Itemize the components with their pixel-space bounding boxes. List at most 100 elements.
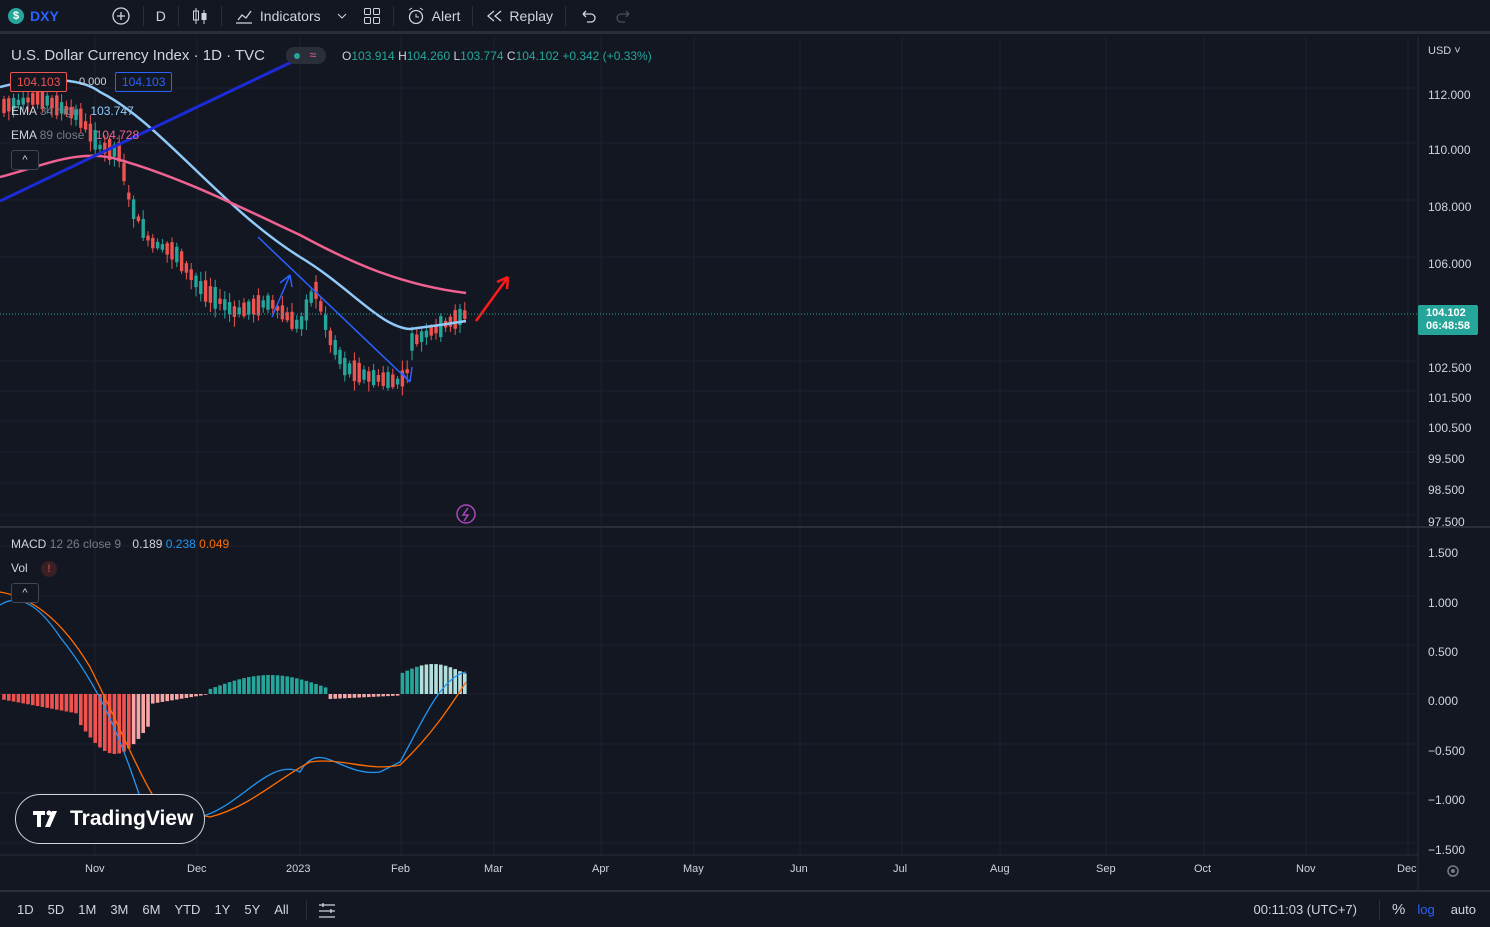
candle — [74, 110, 78, 120]
macd-histogram-bar — [170, 694, 174, 701]
macd-histogram-bar — [314, 683, 318, 694]
macd-params: 12 26 close 9 — [49, 537, 122, 551]
trendline[interactable] — [257, 236, 411, 383]
time-axis-label: Mar — [484, 863, 503, 875]
divider — [305, 899, 307, 920]
settings-gear-icon[interactable] — [1447, 865, 1459, 877]
sell-button[interactable]: 104.103 — [10, 72, 68, 92]
range-button-1d[interactable]: 1D — [17, 902, 34, 917]
vol-legend[interactable]: Vol ! — [11, 561, 58, 577]
alert-button[interactable]: Alert — [398, 0, 469, 33]
chart-canvas[interactable] — [0, 37, 1490, 890]
buy-button[interactable]: 104.103 — [115, 72, 173, 92]
arrow-up-icon[interactable] — [271, 274, 293, 318]
replay-button[interactable]: Replay — [477, 0, 561, 33]
symbol-title[interactable]: U.S. Dollar Currency Index · 1D · TVC — [11, 47, 265, 64]
chart-area[interactable]: USD ˅ 112.000 110.000 108.000 106.000 102.50… — [0, 37, 1490, 890]
chart-type-button[interactable] — [183, 0, 217, 33]
candle — [160, 244, 165, 250]
candle — [50, 97, 54, 109]
candle — [424, 330, 429, 338]
macd-histogram-bar — [184, 694, 189, 698]
range-button-6m[interactable]: 6M — [142, 902, 161, 917]
price-axis-label: 112.000 — [1428, 88, 1471, 102]
collapse-pane-button[interactable]: ^ — [11, 583, 39, 603]
macd-histogram-bar — [391, 694, 395, 696]
currency-selector[interactable]: USD ˅ — [1428, 45, 1461, 57]
log-toggle[interactable]: log — [1417, 902, 1442, 917]
ema89-params: 89 close — [39, 128, 85, 142]
macd-legend[interactable]: MACD 12 26 close 9 0.189 0.238 0.049 — [11, 537, 229, 551]
collapse-legend-button[interactable]: ^ — [11, 150, 39, 170]
macd-histogram-bar — [415, 666, 419, 694]
candle — [146, 235, 150, 241]
trendline[interactable] — [0, 56, 301, 203]
arrow-up-right-icon[interactable] — [474, 276, 510, 322]
layout-button[interactable] — [355, 0, 389, 33]
interval-button[interactable]: D — [148, 0, 174, 33]
range-button-all[interactable]: All — [274, 902, 289, 917]
macd-histogram-bar — [290, 677, 294, 694]
timezone-clock[interactable]: 00:11:03 (UTC+7) — [1254, 902, 1379, 917]
auto-toggle[interactable]: auto — [1443, 902, 1490, 917]
candle — [357, 362, 361, 383]
time-axis-label: Dec — [187, 863, 207, 875]
compare-button[interactable] — [103, 0, 139, 33]
candle — [285, 312, 289, 321]
undo-button[interactable] — [570, 0, 606, 33]
date-range-button[interactable] — [317, 901, 337, 919]
macd-histogram-bar — [74, 694, 78, 714]
warning-icon[interactable]: ! — [41, 561, 58, 577]
range-button-ytd[interactable]: YTD — [174, 902, 201, 917]
tradingview-logo[interactable]: TradingView — [15, 794, 205, 844]
macd-histogram-bar — [266, 675, 270, 694]
divider — [220, 5, 222, 26]
price-axis-label: 102.500 — [1428, 361, 1472, 375]
range-button-3m[interactable]: 3M — [110, 902, 129, 917]
macd-histogram-bar — [117, 694, 121, 754]
range-button-1m[interactable]: 1M — [78, 902, 97, 917]
range-button-5d[interactable]: 5D — [47, 902, 65, 917]
candle — [299, 316, 304, 330]
range-button-1y[interactable]: 1Y — [214, 902, 231, 917]
candle — [271, 300, 275, 309]
macd-histogram-bar — [410, 668, 414, 694]
candle — [232, 306, 237, 317]
ema34-line[interactable] — [0, 78, 467, 331]
candle — [395, 378, 400, 385]
macd-histogram-bar — [295, 678, 299, 694]
ema89-legend[interactable]: EMA 89 close 104.728 — [11, 128, 139, 142]
ema89-line[interactable] — [0, 154, 467, 295]
indicators-dropdown[interactable] — [329, 0, 355, 33]
high-label: H — [398, 49, 407, 63]
bar-countdown: 06:48:58 — [1426, 320, 1471, 332]
candle — [463, 310, 467, 319]
redo-button[interactable] — [606, 0, 642, 33]
candle — [367, 371, 371, 382]
percent-toggle[interactable]: % — [1380, 901, 1417, 918]
indicators-button[interactable]: Indicators — [226, 0, 329, 33]
alert-label: Alert — [431, 7, 461, 24]
candle — [242, 302, 246, 317]
candle — [347, 363, 352, 375]
macd-histogram-bar — [208, 688, 213, 694]
macd-histogram-bar — [424, 664, 429, 694]
candle — [410, 333, 414, 351]
macd-histogram-bar — [242, 678, 246, 694]
macd-histogram-bar — [50, 694, 54, 709]
candle — [93, 130, 97, 150]
macd-histogram-bar — [429, 664, 433, 694]
events-lightning-icon[interactable] — [456, 504, 476, 524]
market-status-badge[interactable]: ≈ — [286, 47, 326, 64]
macd-histogram-bar — [194, 694, 198, 697]
interval-label: D — [155, 7, 166, 24]
open-value: 103.914 — [351, 49, 395, 63]
symbol-search[interactable]: $ DXY — [0, 0, 67, 33]
macd-histogram-bar — [141, 694, 145, 734]
ema34-legend[interactable]: EMA 34 high 103.747 — [11, 104, 134, 118]
macd-histogram-bar — [237, 679, 241, 694]
macd-histogram-bar — [151, 694, 155, 704]
candle — [208, 286, 213, 303]
range-button-5y[interactable]: 5Y — [244, 902, 261, 917]
candle — [223, 299, 227, 311]
